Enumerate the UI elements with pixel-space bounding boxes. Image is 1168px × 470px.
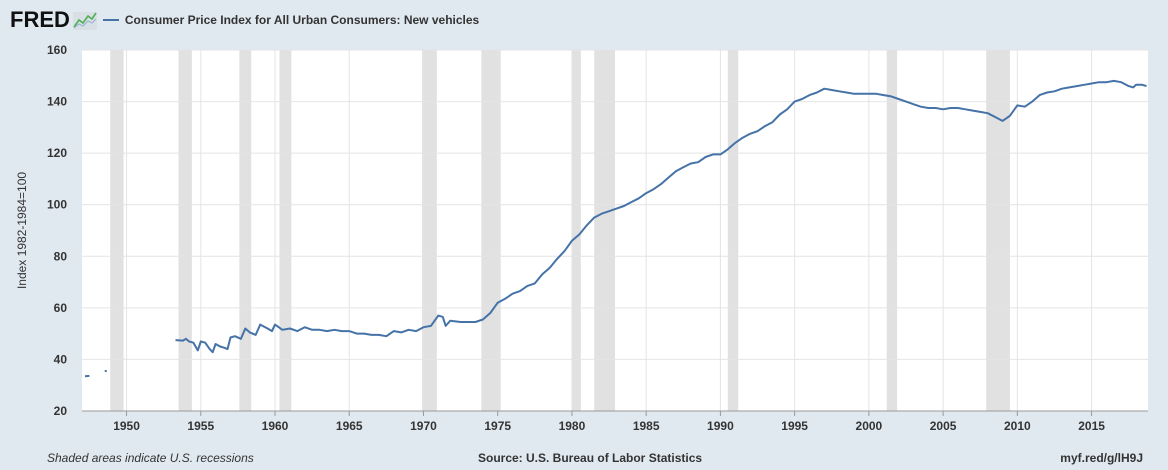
recession-band-2: [239, 50, 252, 411]
x-tick-label-2000: 2000: [856, 419, 883, 433]
legend: Consumer Price Index for All Urban Consu…: [102, 13, 480, 27]
y-axis-title: Index 1982-1984=100: [15, 172, 29, 289]
chart-header: FRED Consumer Price Index for All Urban …: [10, 8, 479, 32]
x-tick-label-1950: 1950: [113, 419, 140, 433]
legend-label: Consumer Price Index for All Urban Consu…: [124, 13, 480, 27]
y-tick-label-20: 20: [54, 404, 68, 418]
y-tick-label-120: 120: [47, 146, 67, 160]
recession-band-8: [727, 50, 739, 411]
x-tick-label-1980: 1980: [559, 419, 586, 433]
x-tick-label-2005: 2005: [930, 419, 957, 433]
x-tick-label-1990: 1990: [707, 419, 734, 433]
recession-band-3: [279, 50, 292, 411]
fred-graph-icon: [72, 12, 97, 30]
x-tick-label-2015: 2015: [1078, 419, 1105, 433]
x-tick-label-2010: 2010: [1004, 419, 1031, 433]
recession-band-4: [421, 50, 437, 411]
recession-band-1: [178, 50, 192, 411]
series-point-0-1: [104, 370, 107, 373]
recession-note: Shaded areas indicate U.S. recessions: [47, 451, 254, 465]
x-tick-label-1960: 1960: [262, 419, 289, 433]
x-tick-label-1975: 1975: [484, 419, 511, 433]
x-tick-label-1995: 1995: [781, 419, 808, 433]
legend-swatch: [102, 19, 119, 21]
y-tick-label-160: 160: [47, 43, 67, 57]
y-tick-label-100: 100: [47, 198, 67, 212]
recession-band-5: [481, 50, 501, 411]
x-tick-label-1955: 1955: [187, 419, 214, 433]
y-tick-label-60: 60: [54, 301, 68, 315]
series-line-0-2: [175, 79, 1147, 354]
recession-band-6: [571, 50, 581, 411]
short-link[interactable]: myf.red/g/lH9J: [1060, 451, 1143, 465]
recession-band-9: [886, 50, 898, 411]
y-tick-label-40: 40: [54, 352, 68, 366]
fred-logo[interactable]: FRED: [10, 7, 70, 32]
x-tick-label-1965: 1965: [336, 419, 363, 433]
recession-band-10: [986, 50, 1010, 411]
y-tick-label-80: 80: [54, 249, 68, 263]
recession-band-7: [594, 50, 615, 411]
source-text: Source: U.S. Bureau of Labor Statistics: [478, 451, 703, 465]
y-tick-label-140: 140: [47, 95, 67, 109]
x-tick-label-1970: 1970: [410, 419, 437, 433]
recession-band-0: [110, 50, 124, 411]
x-tick-label-1985: 1985: [633, 419, 660, 433]
